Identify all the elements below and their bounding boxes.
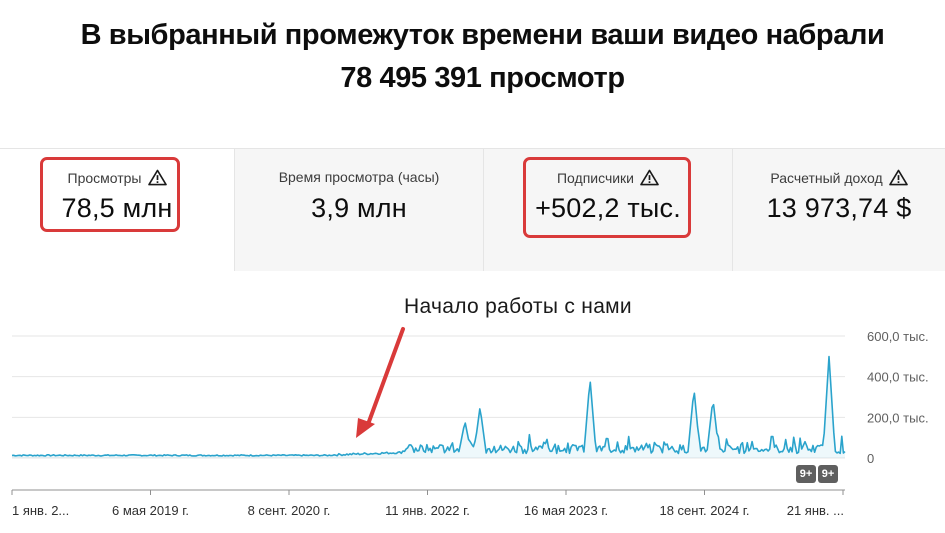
x-tick-label: 11 янв. 2022 г. [385,503,470,518]
card-subscribers-value: +502,2 тыс. [535,193,681,223]
page-headline: В выбранный промежуток времени ваши виде… [0,14,945,100]
chart-svg: 1 янв. 2... 6 мая 2019 г. 8 сент. 2020 г. 1… [11,327,929,518]
y-tick-label: 200,0 тыс. [867,410,929,425]
views-series-line [11,355,846,457]
card-revenue[interactable]: Расчетный доход 13 973,74 $ [732,148,945,271]
warning-icon [888,169,908,186]
card-views-value: 78,5 млн [61,193,173,223]
chart-x-axis: 1 янв. 2... 6 мая 2019 г. 8 сент. 2020 г. 1… [11,489,845,518]
views-chart: Начало работы с нами 1 янв. 2... 6 мая 20… [0,280,945,533]
card-views-label: Просмотры [67,169,142,186]
views-area [12,356,845,458]
warning-icon [640,169,659,186]
chart-y-axis: 0 200,0 тыс. 400,0 тыс. 600,0 тыс. [867,329,929,466]
card-revenue-value: 13 973,74 $ [766,193,912,223]
annotation-badge[interactable]: 9+ [818,465,838,483]
chart-annotation: Начало работы с нами [404,295,632,318]
start-arrow [356,327,405,438]
y-tick-label: 0 [867,451,874,466]
card-subscribers[interactable]: Подписчики +502,2 тыс. [483,148,732,271]
card-revenue-label: Расчетный доход [770,169,883,186]
x-tick-label: 6 мая 2019 г. [112,503,189,518]
chart-grid [12,335,845,459]
x-tick-label: 1 янв. 2... [12,503,69,518]
y-tick-label: 600,0 тыс. [867,329,929,344]
x-tick-label: 21 янв. ... [787,503,844,518]
card-watch-time-label: Время просмотра (часы) [278,169,440,185]
card-views[interactable]: Просмотры 78,5 млн [0,148,234,271]
warning-icon [147,169,167,186]
x-tick-label: 16 мая 2023 г. [524,503,608,518]
card-subscribers-label: Подписчики [556,169,634,186]
headline-line-2: 78 495 391 просмотр [340,62,625,94]
card-watch-time-value: 3,9 млн [311,193,407,223]
y-tick-label: 400,0 тыс. [867,370,929,385]
headline-line-1: В выбранный промежуток времени ваши виде… [80,19,885,51]
card-watch-time[interactable]: Время просмотра (часы) 3,9 млн [234,148,483,271]
x-tick-label: 18 сент. 2024 г. [659,503,749,518]
annotation-badge[interactable]: 9+ [796,465,816,483]
x-tick-label: 8 сент. 2020 г. [248,503,331,518]
metric-cards: Просмотры 78,5 млн Время просмотра (часы… [0,148,945,271]
